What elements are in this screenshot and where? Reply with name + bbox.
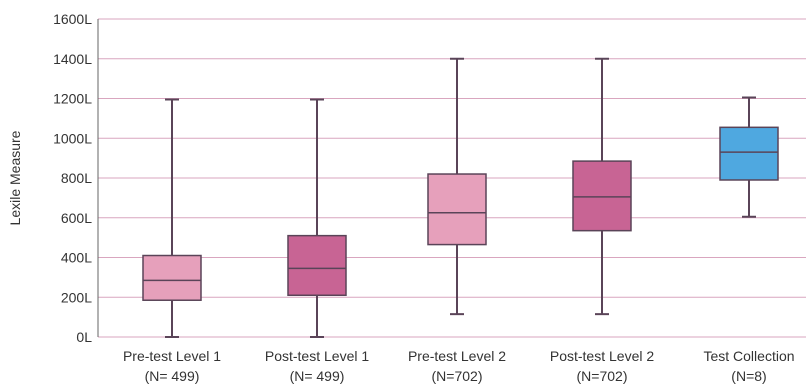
category-sublabel: (N= 499) (145, 368, 200, 384)
y-axis-title: Lexile Measure (7, 130, 23, 225)
category-label: Test Collection (703, 348, 794, 364)
category-label: Pre-test Level 2 (408, 348, 506, 364)
y-tick-label: 1000L (53, 130, 92, 146)
y-axis: 0L 200L 400L 600L 800L 1000L 1200L 1400L 1600L (53, 11, 99, 345)
category-sublabel: (N=8) (731, 368, 766, 384)
y-tick-label: 600L (61, 210, 92, 226)
y-tick-label: 1400L (53, 51, 92, 67)
y-tick-label: 200L (61, 289, 92, 305)
iqr-box (427, 173, 487, 246)
iqr-box (572, 160, 632, 232)
category-label: Post-test Level 2 (550, 348, 654, 364)
y-tick-label: 1200L (53, 91, 92, 107)
box-3 (427, 57, 487, 316)
box-2 (287, 98, 347, 338)
y-tick-label: 400L (61, 250, 92, 266)
y-tick-label: 1600L (53, 11, 92, 27)
iqr-box (287, 234, 347, 297)
iqr-box (719, 126, 779, 181)
box-5 (719, 96, 779, 218)
iqr-box (142, 254, 202, 301)
category-label: Pre-test Level 1 (123, 348, 221, 364)
boxes (142, 57, 779, 338)
category-sublabel: (N=702) (432, 368, 483, 384)
box-1 (142, 98, 202, 338)
category-sublabel: (N=702) (577, 368, 628, 384)
category-label: Post-test Level 1 (265, 348, 369, 364)
y-tick-label: 0L (76, 329, 92, 345)
x-axis-labels: Pre-test Level 1 (N= 499) Post-test Level … (123, 348, 795, 384)
category-sublabel: (N= 499) (290, 368, 345, 384)
y-tick-label: 800L (61, 170, 92, 186)
box-4 (572, 57, 632, 316)
